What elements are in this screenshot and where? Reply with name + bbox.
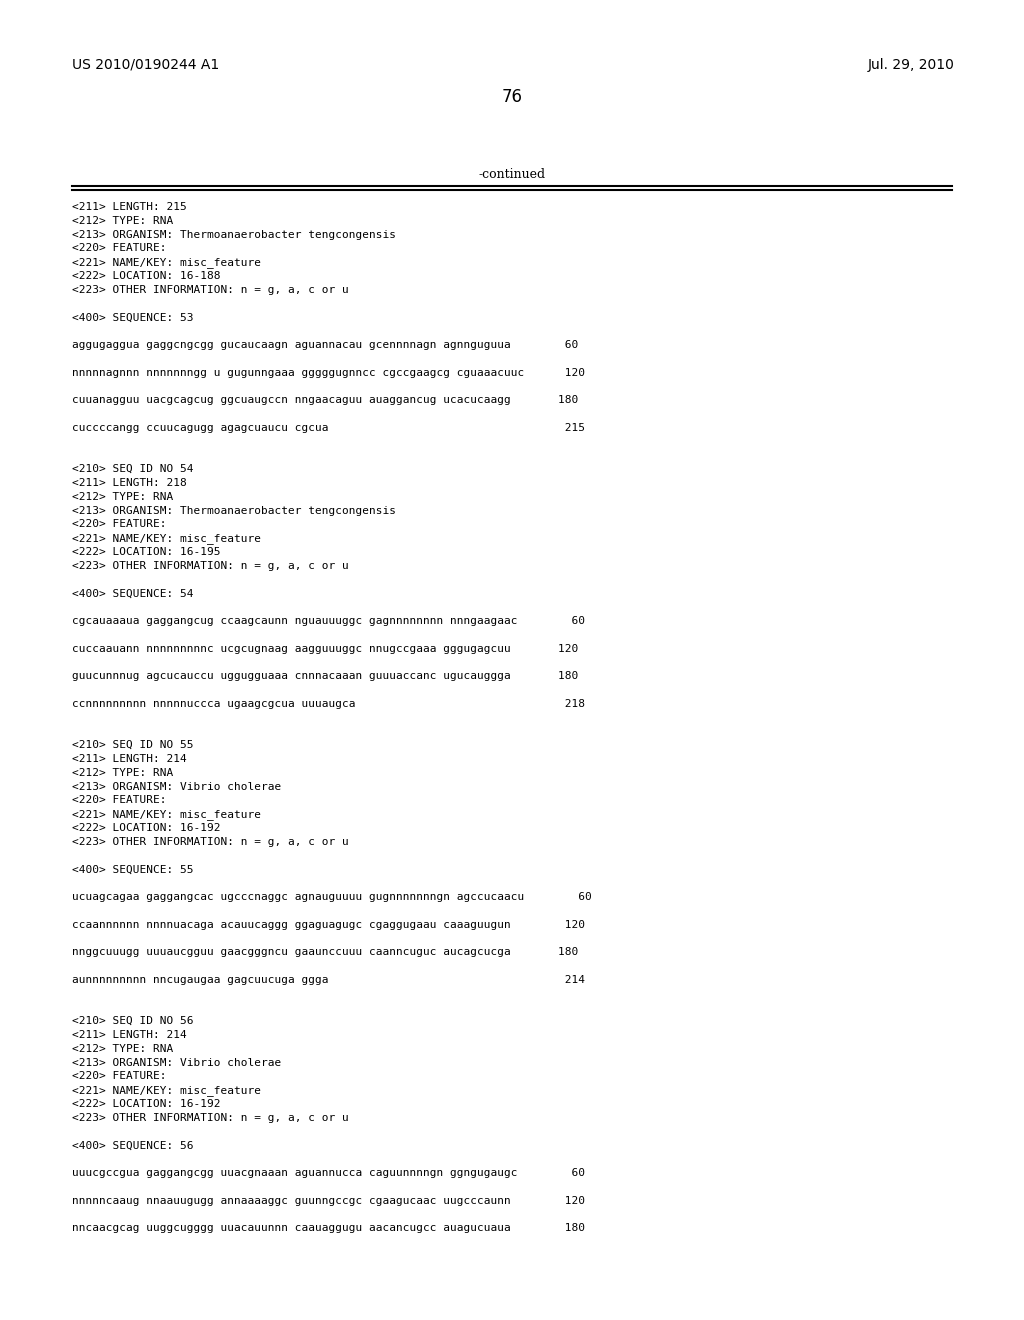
- Text: <211> LENGTH: 215: <211> LENGTH: 215: [72, 202, 186, 213]
- Text: <223> OTHER INFORMATION: n = g, a, c or u: <223> OTHER INFORMATION: n = g, a, c or …: [72, 837, 349, 847]
- Text: nnnnnagnnn nnnnnnngg u gugunngaaa gggggugnncc cgccgaagcg cguaaacuuc      120: nnnnnagnnn nnnnnnngg u gugunngaaa gggggu…: [72, 367, 585, 378]
- Text: <223> OTHER INFORMATION: n = g, a, c or u: <223> OTHER INFORMATION: n = g, a, c or …: [72, 285, 349, 294]
- Text: <211> LENGTH: 218: <211> LENGTH: 218: [72, 478, 186, 488]
- Text: cuccccangg ccuucagugg agagcuaucu cgcua                                   215: cuccccangg ccuucagugg agagcuaucu cgcua 2…: [72, 422, 585, 433]
- Text: <221> NAME/KEY: misc_feature: <221> NAME/KEY: misc_feature: [72, 1085, 261, 1096]
- Text: cuccaauann nnnnnnnnnc ucgcugnaag aagguuuggc nnugccgaaa gggugagcuu       120: cuccaauann nnnnnnnnnc ucgcugnaag aagguuu…: [72, 644, 579, 653]
- Text: <221> NAME/KEY: misc_feature: <221> NAME/KEY: misc_feature: [72, 257, 261, 268]
- Text: ccnnnnnnnnn nnnnnuccca ugaagcgcua uuuaugca                               218: ccnnnnnnnnn nnnnnuccca ugaagcgcua uuuaug…: [72, 698, 585, 709]
- Text: <223> OTHER INFORMATION: n = g, a, c or u: <223> OTHER INFORMATION: n = g, a, c or …: [72, 561, 349, 570]
- Text: cgcauaaaua gaggangcug ccaagcaunn nguauuuggc gagnnnnnnnn nnngaagaac        60: cgcauaaaua gaggangcug ccaagcaunn nguauuu…: [72, 616, 585, 626]
- Text: <220> FEATURE:: <220> FEATURE:: [72, 519, 167, 529]
- Text: <220> FEATURE:: <220> FEATURE:: [72, 796, 167, 805]
- Text: aunnnnnnnnn nncugaugaa gagcuucuga ggga                                   214: aunnnnnnnnn nncugaugaa gagcuucuga ggga 2…: [72, 974, 585, 985]
- Text: US 2010/0190244 A1: US 2010/0190244 A1: [72, 58, 219, 73]
- Text: ccaannnnnn nnnnuacaga acauucaggg ggaguagugc cgaggugaau caaaguugun        120: ccaannnnnn nnnnuacaga acauucaggg ggaguag…: [72, 920, 585, 929]
- Text: <222> LOCATION: 16-195: <222> LOCATION: 16-195: [72, 546, 220, 557]
- Text: aggugaggua gaggcngcgg gucaucaagn aguannacau gcennnnagn agnnguguua        60: aggugaggua gaggcngcgg gucaucaagn aguanna…: [72, 341, 579, 350]
- Text: uuucgccgua gaggangcgg uuacgnaaan aguannucca caguunnnngn ggngugaugc        60: uuucgccgua gaggangcgg uuacgnaaan aguannu…: [72, 1168, 585, 1177]
- Text: nnnnncaaug nnaauugugg annaaaaggc guunngccgc cgaagucaac uugcccaunn        120: nnnnncaaug nnaauugugg annaaaaggc guunngc…: [72, 1196, 585, 1205]
- Text: <222> LOCATION: 16-192: <222> LOCATION: 16-192: [72, 1100, 220, 1109]
- Text: <210> SEQ ID NO 55: <210> SEQ ID NO 55: [72, 741, 194, 750]
- Text: <210> SEQ ID NO 56: <210> SEQ ID NO 56: [72, 1016, 194, 1026]
- Text: <213> ORGANISM: Thermoanaerobacter tengcongensis: <213> ORGANISM: Thermoanaerobacter tengc…: [72, 506, 396, 516]
- Text: <211> LENGTH: 214: <211> LENGTH: 214: [72, 1030, 186, 1040]
- Text: ucuagcagaa gaggangcac ugcccnaggc agnauguuuu gugnnnnnnngn agccucaacu        60: ucuagcagaa gaggangcac ugcccnaggc agnaugu…: [72, 892, 592, 902]
- Text: <223> OTHER INFORMATION: n = g, a, c or u: <223> OTHER INFORMATION: n = g, a, c or …: [72, 1113, 349, 1123]
- Text: <211> LENGTH: 214: <211> LENGTH: 214: [72, 754, 186, 764]
- Text: <212> TYPE: RNA: <212> TYPE: RNA: [72, 1044, 173, 1053]
- Text: <213> ORGANISM: Vibrio cholerae: <213> ORGANISM: Vibrio cholerae: [72, 781, 282, 792]
- Text: <220> FEATURE:: <220> FEATURE:: [72, 243, 167, 253]
- Text: 76: 76: [502, 88, 522, 106]
- Text: <400> SEQUENCE: 55: <400> SEQUENCE: 55: [72, 865, 194, 874]
- Text: <221> NAME/KEY: misc_feature: <221> NAME/KEY: misc_feature: [72, 533, 261, 544]
- Text: <212> TYPE: RNA: <212> TYPE: RNA: [72, 768, 173, 777]
- Text: <222> LOCATION: 16-188: <222> LOCATION: 16-188: [72, 271, 220, 281]
- Text: guucunnnug agcucauccu uggugguaaa cnnnacaaan guuuaccanc ugucauggga       180: guucunnnug agcucauccu uggugguaaa cnnnaca…: [72, 671, 579, 681]
- Text: <221> NAME/KEY: misc_feature: <221> NAME/KEY: misc_feature: [72, 809, 261, 820]
- Text: <212> TYPE: RNA: <212> TYPE: RNA: [72, 215, 173, 226]
- Text: nncaacgcag uuggcugggg uuacauunnn caauaggugu aacancugcc auagucuaua        180: nncaacgcag uuggcugggg uuacauunnn caauagg…: [72, 1224, 585, 1233]
- Text: <400> SEQUENCE: 53: <400> SEQUENCE: 53: [72, 313, 194, 322]
- Text: cuuanagguu uacgcagcug ggcuaugccn nngaacaguu auaggancug ucacucaagg       180: cuuanagguu uacgcagcug ggcuaugccn nngaaca…: [72, 395, 579, 405]
- Text: <400> SEQUENCE: 54: <400> SEQUENCE: 54: [72, 589, 194, 598]
- Text: <400> SEQUENCE: 56: <400> SEQUENCE: 56: [72, 1140, 194, 1151]
- Text: <213> ORGANISM: Thermoanaerobacter tengcongensis: <213> ORGANISM: Thermoanaerobacter tengc…: [72, 230, 396, 240]
- Text: <222> LOCATION: 16-192: <222> LOCATION: 16-192: [72, 822, 220, 833]
- Text: <212> TYPE: RNA: <212> TYPE: RNA: [72, 492, 173, 502]
- Text: <213> ORGANISM: Vibrio cholerae: <213> ORGANISM: Vibrio cholerae: [72, 1057, 282, 1068]
- Text: nnggcuuugg uuuaucgguu gaacgggncu gaaunccuuu caanncuguc aucagcucga       180: nnggcuuugg uuuaucgguu gaacgggncu gaauncc…: [72, 948, 579, 957]
- Text: Jul. 29, 2010: Jul. 29, 2010: [868, 58, 955, 73]
- Text: <210> SEQ ID NO 54: <210> SEQ ID NO 54: [72, 465, 194, 474]
- Text: <220> FEATURE:: <220> FEATURE:: [72, 1072, 167, 1081]
- Text: -continued: -continued: [478, 168, 546, 181]
